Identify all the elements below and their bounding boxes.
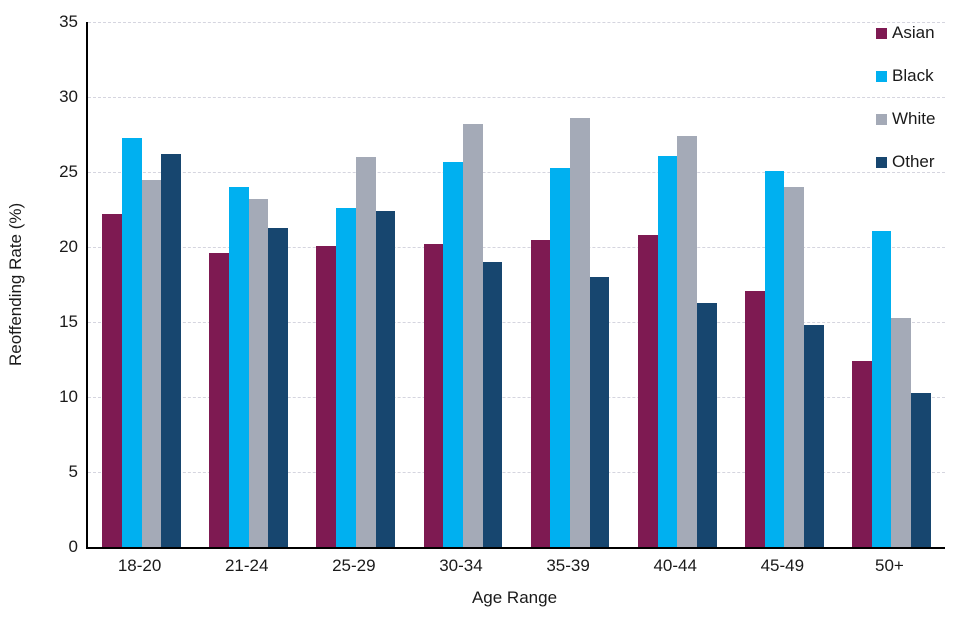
- legend-marker-black: [876, 70, 887, 82]
- gridline: [88, 472, 945, 473]
- x-tick-label: 21-24: [224, 556, 269, 575]
- bar-black: [443, 161, 463, 547]
- bar-white: [141, 179, 162, 547]
- x-tick-label: 40-44: [653, 556, 697, 575]
- bar-black: [336, 208, 356, 547]
- bar-asian: [530, 239, 551, 547]
- bar-other: [804, 325, 824, 547]
- bar-groups: [88, 22, 945, 547]
- bar-other: [375, 211, 396, 547]
- bar-other: [482, 262, 503, 547]
- legend-marker-other: [876, 156, 887, 168]
- bar-group: [302, 22, 409, 547]
- legend: Asian Black White Other: [876, 23, 935, 195]
- bar-group: [517, 22, 624, 547]
- x-tick-label: 18-20: [117, 556, 162, 575]
- x-axis-tick-labels: 18-20 21-24 25-29 30-34 35-39 40-44 45-49 50+: [86, 556, 943, 576]
- gridline: [88, 97, 945, 98]
- x-axis-title: Age Range: [471, 588, 558, 607]
- bar-white: [891, 317, 912, 547]
- legend-label: Asian: [892, 23, 935, 42]
- bar-black: [550, 167, 571, 547]
- bar-asian: [316, 245, 337, 547]
- bar-asian: [744, 290, 765, 547]
- legend-item: Other: [876, 152, 935, 172]
- legend-label: White: [892, 109, 936, 128]
- y-tick-label: 25: [59, 162, 78, 181]
- x-tick-label: 25-29: [332, 556, 376, 575]
- y-tick-label: 35: [59, 12, 78, 31]
- bar-group: [838, 22, 945, 547]
- legend-label: Black: [892, 66, 934, 85]
- x-tick-label: 30-34: [439, 556, 483, 575]
- gridline: [88, 397, 945, 398]
- bar-black: [657, 155, 678, 547]
- bar-group: [624, 22, 731, 547]
- bar-black: [871, 230, 892, 547]
- bar-asian: [852, 361, 872, 547]
- bar-other: [696, 302, 717, 547]
- legend-item: Black: [876, 66, 935, 86]
- bar-group: [195, 22, 302, 547]
- bar-white: [355, 157, 376, 547]
- bar-white: [784, 187, 804, 547]
- x-tick-label: 45-49: [760, 556, 805, 575]
- y-tick-label: 0: [68, 537, 78, 556]
- gridline: [88, 247, 945, 248]
- plot-area: [86, 22, 945, 549]
- legend-item: White: [876, 109, 935, 129]
- bar-white: [248, 199, 269, 547]
- y-tick-label: 5: [68, 462, 78, 481]
- y-tick-label: 20: [59, 237, 78, 256]
- x-tick-label: 35-39: [546, 556, 590, 575]
- bar-other: [268, 227, 289, 547]
- legend-item: Asian: [876, 23, 935, 43]
- gridline: [88, 322, 945, 323]
- bar-group: [88, 22, 195, 547]
- bar-white: [462, 124, 483, 547]
- bar-other: [161, 154, 181, 547]
- legend-marker-white: [876, 113, 887, 125]
- bar-asian: [209, 253, 229, 547]
- bar-asian: [423, 244, 444, 547]
- bar-asian: [102, 214, 122, 547]
- legend-label: Other: [892, 152, 935, 171]
- bar-white: [677, 136, 697, 547]
- gridline: [88, 22, 945, 23]
- bar-other: [589, 277, 610, 547]
- bar-group: [731, 22, 838, 547]
- gridline: [88, 172, 945, 173]
- y-tick-label: 10: [59, 387, 78, 406]
- bar-other: [911, 392, 931, 547]
- y-axis-title: Reoffending Rate (%): [6, 202, 25, 367]
- bar-asian: [637, 235, 658, 547]
- bar-white: [570, 118, 590, 547]
- bar-group: [409, 22, 516, 547]
- y-axis-tick-labels: 0 5 10 15 20 25 30 35: [30, 12, 78, 556]
- bar-black: [764, 170, 785, 547]
- y-tick-label: 15: [59, 312, 78, 331]
- y-tick-label: 30: [59, 87, 78, 106]
- bar-black: [229, 187, 249, 547]
- bar-black: [121, 137, 142, 547]
- legend-marker-asian: [876, 27, 887, 39]
- x-tick-label: 50+: [875, 556, 904, 575]
